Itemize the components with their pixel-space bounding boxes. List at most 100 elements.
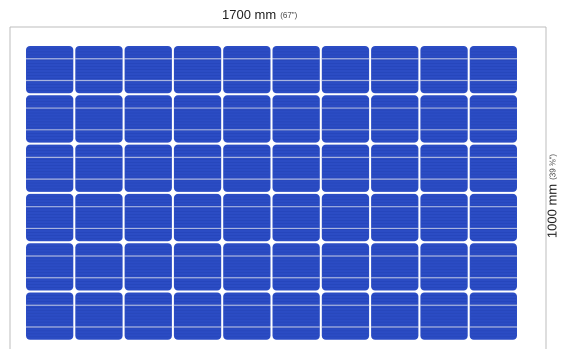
solar-cell — [272, 144, 320, 192]
solar-cell — [173, 46, 222, 94]
solar-cell — [420, 193, 468, 242]
solar-cell — [371, 292, 419, 340]
junction-dot — [416, 190, 422, 196]
solar-cell — [469, 95, 517, 143]
cell-grid — [26, 46, 517, 340]
junction-dot — [367, 141, 373, 147]
junction-dot — [170, 91, 176, 97]
junction-dot — [268, 239, 275, 245]
solar-cell — [272, 193, 320, 242]
solar-cell — [469, 46, 517, 94]
dimension-lines — [9, 26, 547, 349]
junction-dot — [268, 91, 275, 97]
junction-dot — [71, 141, 77, 147]
junction-dot — [367, 239, 373, 245]
junction-dot — [219, 190, 225, 196]
junction-dot — [170, 190, 176, 196]
junction-dot — [219, 239, 225, 245]
solar-cell — [223, 144, 271, 192]
junction-dot — [318, 288, 324, 295]
height-value: 1000 mm — [544, 183, 560, 239]
solar-cell — [26, 243, 74, 291]
solar-cell — [124, 292, 172, 340]
junction-dot — [121, 239, 127, 245]
junction-dot — [121, 288, 127, 295]
junction-dot — [170, 141, 176, 147]
solar-cell — [26, 144, 74, 192]
solar-cell — [26, 95, 74, 143]
solar-cell — [26, 292, 74, 340]
width-value-inches: (67") — [280, 11, 298, 20]
solar-cell — [223, 193, 271, 242]
junction-dot — [367, 190, 373, 196]
solar-cell — [173, 243, 222, 291]
solar-cell — [420, 144, 468, 192]
solar-cell — [321, 144, 370, 192]
junction-dot — [71, 91, 77, 97]
solar-cell — [321, 95, 370, 143]
solar-cell — [124, 95, 172, 143]
solar-cell — [420, 95, 468, 143]
junction-dot — [367, 288, 373, 295]
junction-dot — [121, 141, 127, 147]
solar-cell — [223, 95, 271, 143]
solar-cell — [272, 46, 320, 94]
solar-cell — [371, 193, 419, 242]
solar-cell — [272, 95, 320, 143]
solar-cell — [173, 193, 222, 242]
solar-cell — [321, 46, 370, 94]
solar-cell — [272, 243, 320, 291]
junction-dot — [121, 91, 127, 97]
solar-cell — [469, 243, 517, 291]
solar-cell — [420, 46, 468, 94]
junction-dot — [268, 288, 275, 295]
junction-dot — [466, 91, 472, 97]
height-dimension-label: 1000 mm (39 ⅜") — [545, 154, 560, 238]
junction-dot — [71, 288, 77, 295]
height-value-inches: (39 ⅜") — [548, 153, 558, 180]
junction-dot — [121, 190, 127, 196]
junction-dot — [268, 190, 275, 196]
junction-dots — [71, 91, 472, 295]
solar-cell — [272, 292, 320, 340]
junction-dot — [318, 239, 324, 245]
junction-dot — [318, 141, 324, 147]
solar-cell — [223, 243, 271, 291]
solar-cell — [321, 243, 370, 291]
junction-dot — [219, 141, 225, 147]
solar-cell — [124, 243, 172, 291]
solar-cell — [469, 193, 517, 242]
junction-dot — [466, 288, 472, 295]
solar-cell — [173, 95, 222, 143]
solar-cell — [469, 144, 517, 192]
junction-dot — [170, 239, 176, 245]
solar-cell — [371, 144, 419, 192]
solar-cell — [75, 193, 123, 242]
solar-cell — [223, 46, 271, 94]
junction-dot — [268, 141, 275, 147]
solar-cell — [371, 243, 419, 291]
junction-dot — [416, 141, 422, 147]
solar-cell — [26, 46, 74, 94]
junction-dot — [318, 190, 324, 196]
junction-dot — [71, 239, 77, 245]
solar-cell — [26, 193, 74, 242]
junction-dot — [71, 190, 77, 196]
solar-cell — [321, 292, 370, 340]
junction-dot — [367, 91, 373, 97]
solar-cell — [75, 46, 123, 94]
width-value: 1700 mm — [222, 7, 277, 22]
solar-cell — [75, 95, 123, 143]
junction-dot — [466, 190, 472, 196]
solar-cell — [321, 193, 370, 242]
junction-dot — [170, 288, 176, 295]
solar-cell — [371, 95, 419, 143]
junction-dot — [466, 141, 472, 147]
junction-dot — [466, 239, 472, 245]
junction-dot — [416, 288, 422, 295]
solar-cell — [173, 144, 222, 192]
solar-cell — [75, 243, 123, 291]
junction-dot — [318, 91, 324, 97]
